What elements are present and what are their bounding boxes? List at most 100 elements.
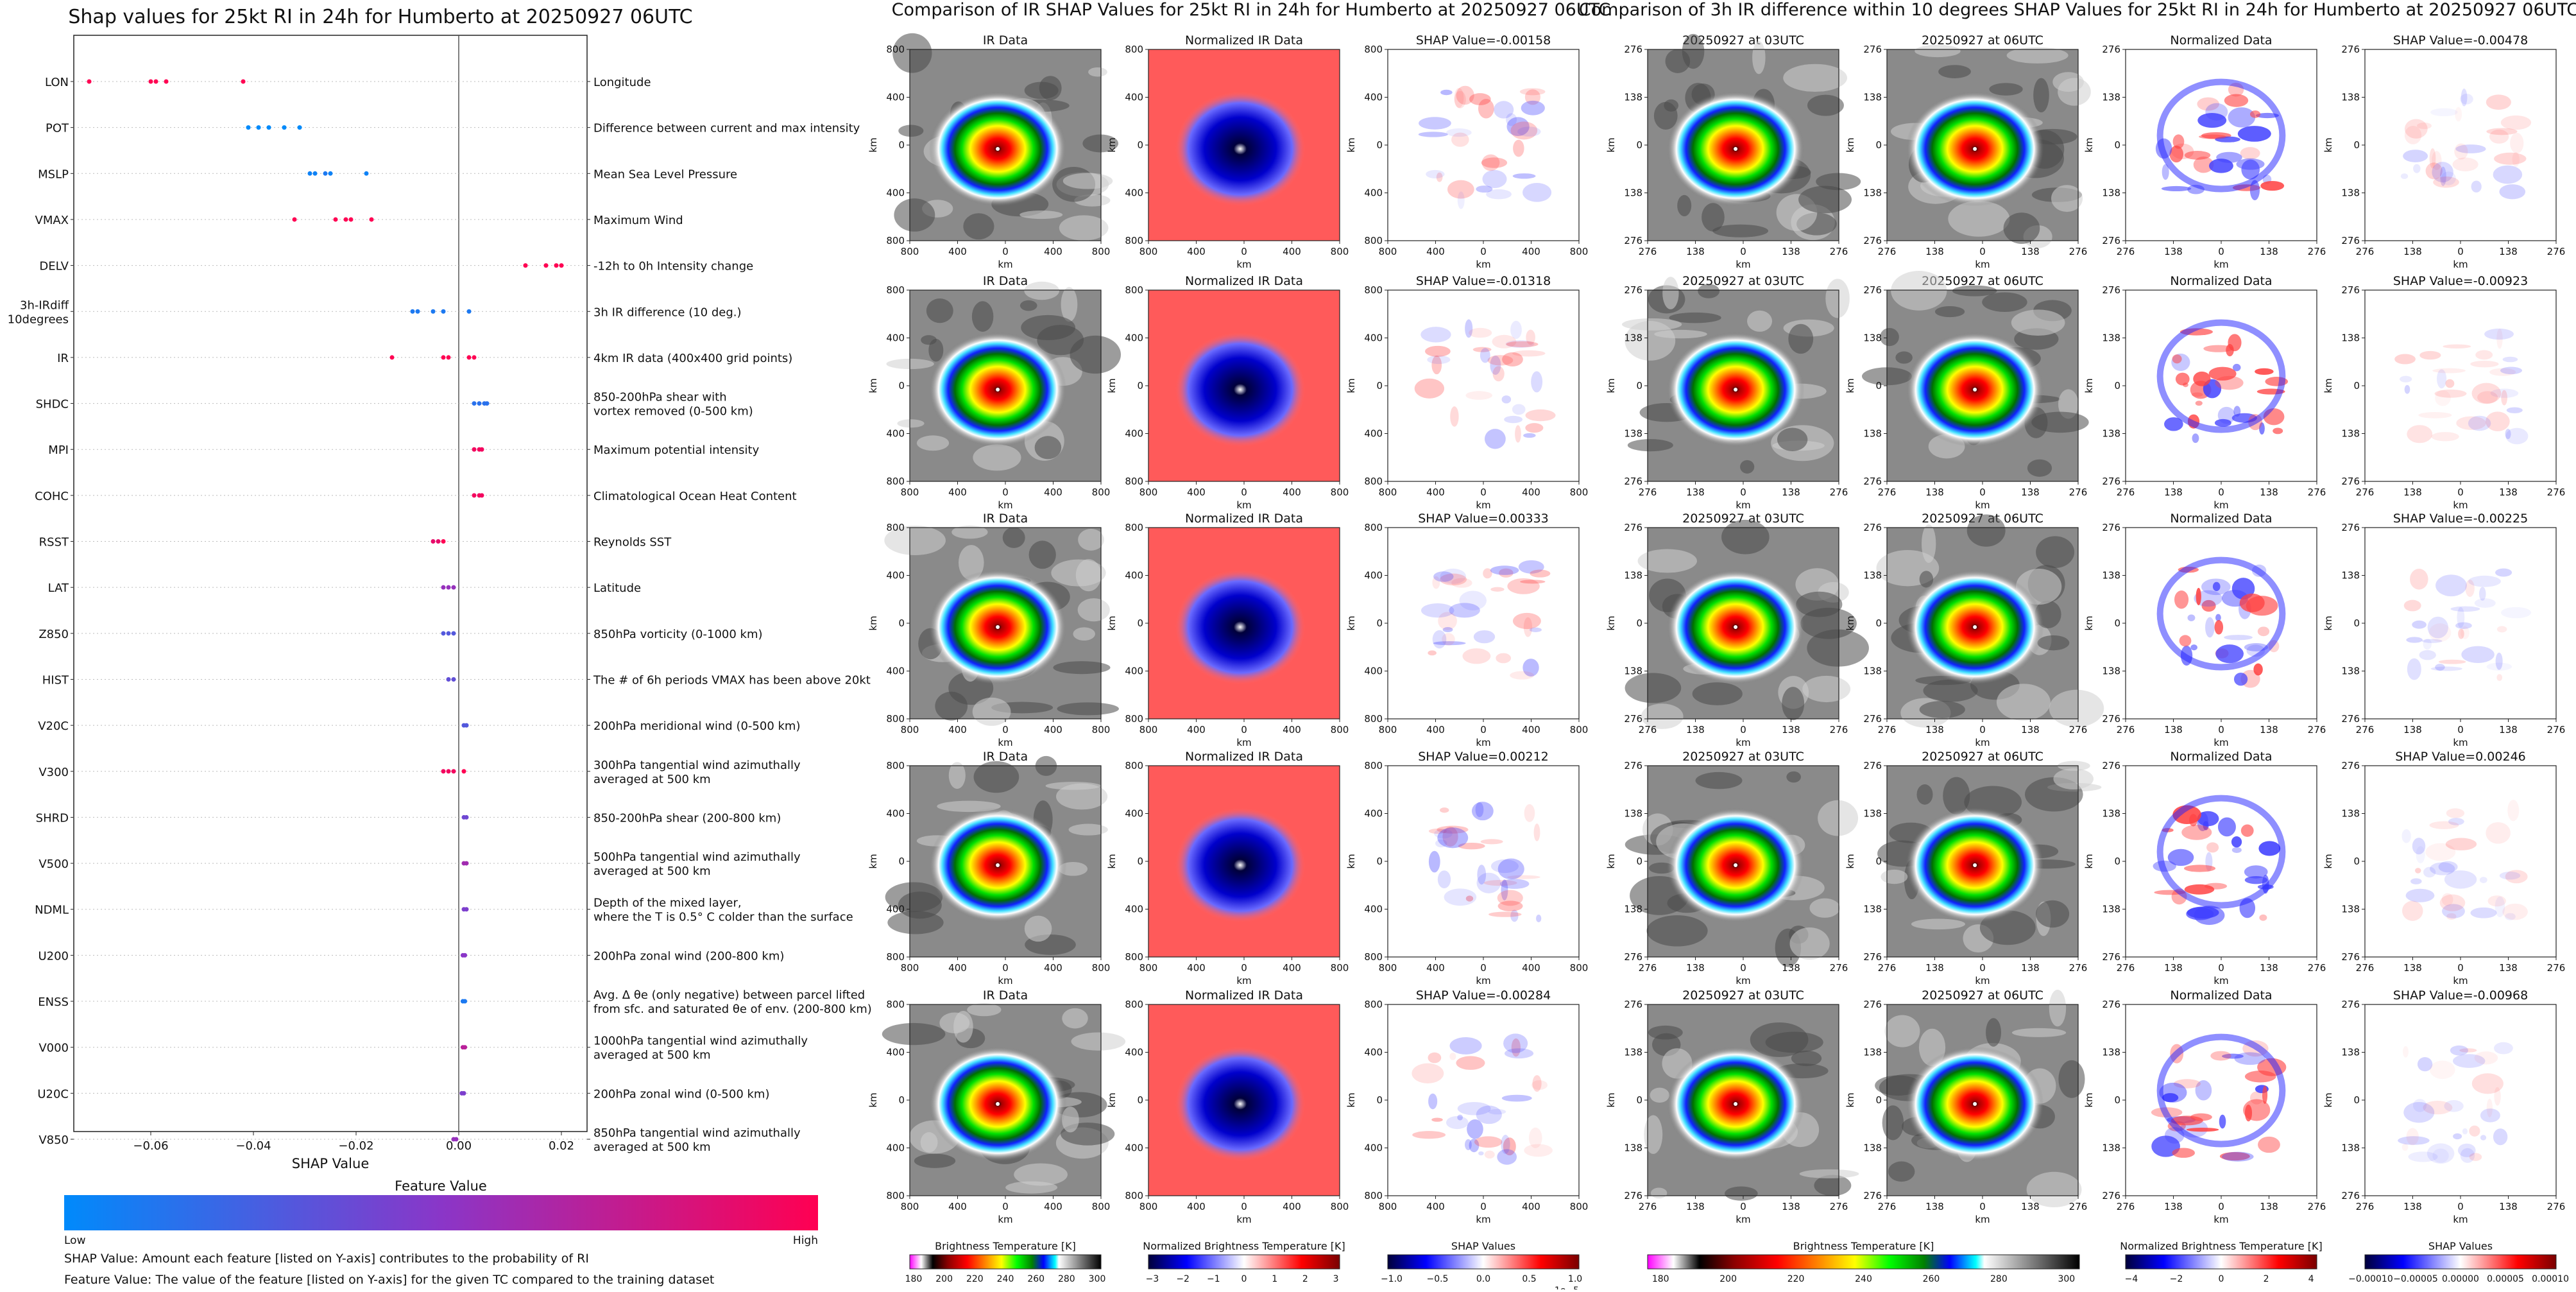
cloud-texture <box>1888 1161 1915 1182</box>
cloud-texture <box>2058 1060 2085 1098</box>
shap-background <box>2365 766 2556 957</box>
shap-value-title: SHAP Value=-0.01318 <box>1416 274 1551 288</box>
shap-blob <box>1465 319 1473 338</box>
panel-y-tick-label: 800 <box>1364 760 1383 771</box>
cloud-texture <box>897 419 925 428</box>
normalized-diff-image <box>2126 766 2317 957</box>
irdiff-colorbar-label: Normalized Brightness Temperature [K] <box>2120 1240 2323 1252</box>
shap-blob <box>2430 666 2462 671</box>
shap-blob <box>1476 872 1501 893</box>
shap-blob <box>1446 128 1472 137</box>
cloud-texture <box>1818 800 1859 836</box>
panel-y-tick-label: 800 <box>1364 999 1383 1010</box>
cloud-texture <box>1911 918 1966 930</box>
panel-column-title: 20250927 at 06UTC <box>1922 33 2043 47</box>
shap-blob <box>2453 1133 2462 1140</box>
panel-x-tick-label: 276 <box>2547 724 2566 736</box>
shap-blob <box>2429 1060 2455 1080</box>
shap-blob <box>1501 879 1508 900</box>
shap-blob <box>1442 633 1455 646</box>
panel-x-tick-label: 276 <box>2356 1201 2375 1212</box>
shap-blob <box>2419 350 2441 360</box>
shap-blob <box>2417 122 2432 130</box>
shap-blob <box>1526 329 1535 345</box>
shap-background <box>2365 528 2556 719</box>
shap-blob <box>2400 173 2409 179</box>
panel-y-tick-label: 138 <box>2102 904 2120 915</box>
panel-y-tick-label: 0 <box>2353 617 2360 629</box>
panel-y-label: km <box>1845 378 1856 393</box>
cloud-texture <box>1695 771 1743 789</box>
cloud-texture <box>1061 287 1078 322</box>
feature-name-label: HIST <box>42 673 69 687</box>
irdiff-colorbar <box>2364 1254 2557 1270</box>
panel-y-label: km <box>2083 1092 2095 1107</box>
panel-x-tick-label: 0 <box>1002 246 1009 257</box>
shap-point <box>297 125 302 130</box>
cloud-texture <box>2033 78 2049 113</box>
panel-y-tick-label: 276 <box>1624 951 1642 963</box>
panel-x-tick-label: 276 <box>2069 1201 2088 1212</box>
panel-x-tick-label: 276 <box>2547 487 2566 498</box>
panel-y-tick-label: 400 <box>886 666 905 677</box>
shap-blob <box>2429 148 2436 169</box>
panel-y-tick-label: 0 <box>1875 139 1882 151</box>
panel-y-tick-label: 400 <box>886 92 905 103</box>
ir-03utc-image <box>1625 766 1859 967</box>
cloud-texture <box>1073 627 1095 641</box>
shap-blob <box>2172 134 2185 149</box>
panel-x-tick-label: 800 <box>1570 724 1589 736</box>
shap-blob <box>2239 593 2265 612</box>
shap-blob <box>1525 423 1544 433</box>
shap-blob <box>1524 804 1535 822</box>
storm-eye <box>996 146 1000 151</box>
panel-x-tick-label: 800 <box>1379 1201 1397 1212</box>
panel-column-title: Normalized Data <box>2170 988 2272 1003</box>
panel-x-tick-label: 276 <box>1639 246 1657 257</box>
panel-y-tick-label: 800 <box>1364 44 1383 55</box>
panel-x-tick-label: 0 <box>2457 487 2464 498</box>
x-tick-label: 0.02 <box>549 1139 574 1153</box>
panel-column-title: IR Data <box>983 33 1028 47</box>
shap-blob <box>2260 180 2285 191</box>
shap-blob <box>2203 345 2233 352</box>
cloud-texture <box>971 301 994 332</box>
irdiff-colorbar-tick-label: −4 <box>2125 1274 2138 1284</box>
panel-x-tick-label: 0 <box>1241 962 1247 974</box>
feature-name-label: 3h-IRdiff <box>20 298 69 312</box>
panel-y-tick-label: 138 <box>2341 808 2360 820</box>
feature-description-label: averaged at 500 km <box>593 1049 711 1062</box>
panel-x-tick-label: 138 <box>1925 962 1944 974</box>
ir-colorbar-label: Normalized Brightness Temperature [K] <box>1143 1240 1345 1252</box>
panel-x-tick-label: 0 <box>1002 724 1009 736</box>
shap-blob <box>2486 94 2511 110</box>
shap-point <box>323 171 328 176</box>
panel-y-tick-label: 400 <box>886 187 905 199</box>
shap-blob <box>1510 121 1538 140</box>
shap-blob <box>1428 650 1437 656</box>
shap-blob <box>2197 113 2227 128</box>
shap-blob <box>2206 842 2219 853</box>
panel-y-tick-label: 0 <box>2114 139 2120 151</box>
shap-blob <box>2224 94 2249 107</box>
panel-y-tick-label: 138 <box>2341 666 2360 677</box>
cloud-texture <box>920 1132 938 1153</box>
panel-y-label: km <box>867 378 879 393</box>
panel-y-label: km <box>2083 616 2095 630</box>
x-tick-label: 0.00 <box>446 1139 472 1153</box>
shap-blob <box>1510 671 1535 680</box>
shap-point <box>451 631 456 636</box>
shap-blob <box>2404 126 2422 144</box>
panel-y-tick-label: 0 <box>1376 856 1383 867</box>
ir-06utc-image <box>1877 761 2102 957</box>
shap-blob <box>1504 415 1523 424</box>
shap-blob <box>2273 427 2283 435</box>
shap-point <box>148 79 153 84</box>
shap-blob <box>1437 827 1469 848</box>
panel-y-label: km <box>1605 854 1617 868</box>
cloud-texture <box>1653 101 1678 130</box>
panel-x-label: km <box>1476 259 1490 270</box>
shap-blob <box>1467 1119 1483 1139</box>
shap-blob <box>1524 1144 1553 1157</box>
panel-x-tick-label: 138 <box>2260 962 2278 974</box>
